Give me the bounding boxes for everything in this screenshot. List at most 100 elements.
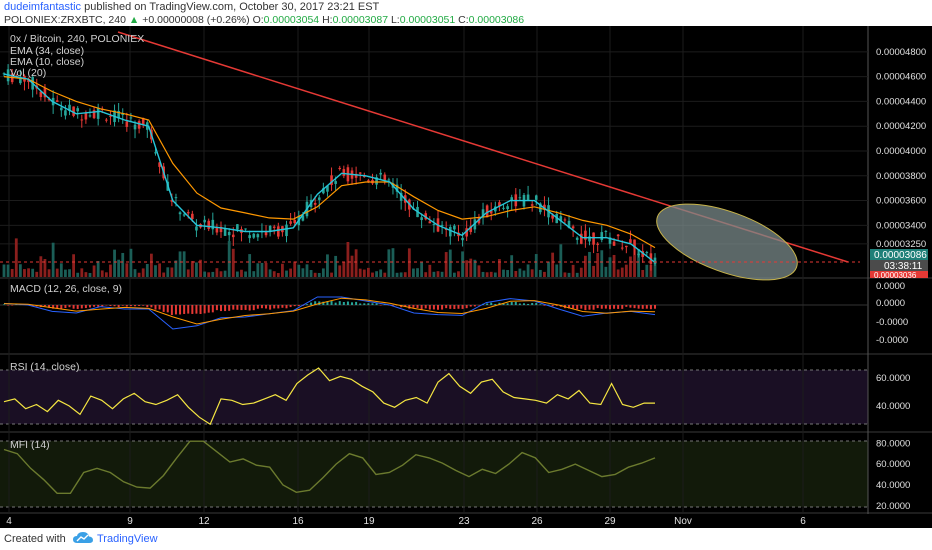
chart-header: dudeimfantastic published on TradingView…	[0, 0, 932, 26]
volume-bar	[399, 272, 403, 277]
candle-body	[358, 172, 362, 174]
macd-hist-bar	[416, 305, 419, 308]
macd-hist-bar	[412, 305, 415, 308]
volume-bar	[190, 261, 194, 277]
volume-bar	[264, 262, 268, 277]
volume-bar	[387, 249, 391, 277]
volume-bar	[350, 255, 354, 277]
legend-ema10: EMA (10, close)	[10, 56, 84, 68]
candle-body	[293, 219, 296, 224]
tradingview-brand-link[interactable]: TradingView	[97, 533, 158, 545]
volume-bar	[227, 241, 231, 277]
candle-body	[448, 226, 452, 237]
x-tick-label: 9	[127, 516, 133, 527]
volume-bar	[248, 254, 252, 277]
macd-hist-bar	[240, 305, 243, 311]
volume-bar	[457, 271, 460, 277]
volume-bar	[68, 269, 71, 277]
macd-hist-bar	[391, 305, 394, 306]
volume-bar	[240, 269, 243, 277]
macd-hist-bar	[539, 304, 542, 305]
chart-canvas[interactable]: 0x / Bitcoin, 240, POLONIEX EMA (34, clo…	[0, 26, 932, 528]
candle-body	[191, 213, 194, 220]
y-tick-label: 0.00003600	[876, 196, 926, 207]
macd-hist-bar	[649, 305, 652, 310]
volume-bar	[76, 272, 80, 277]
macd-hist-bar	[346, 301, 349, 305]
volume-bar	[100, 270, 104, 277]
volume-bar	[182, 251, 186, 277]
macd-hist-bar	[342, 302, 345, 305]
macd-hist-bar	[633, 305, 636, 309]
candle-body	[387, 179, 391, 181]
volume-bar	[608, 257, 612, 277]
y-tick-label: 0.00003800	[876, 171, 926, 182]
macd-hist-bar	[97, 305, 100, 307]
created-with-text: Created with	[4, 533, 66, 545]
macd-hist-bar	[236, 305, 239, 310]
candle-body	[182, 214, 186, 216]
volume-bar	[465, 260, 469, 277]
macd-hist-bar	[477, 305, 480, 306]
candle-body	[432, 224, 436, 226]
macd-hist-bar	[187, 305, 190, 314]
volume-bar	[338, 265, 342, 277]
author-link[interactable]: dudeimfantastic	[4, 1, 82, 13]
macd-hist-bar	[654, 305, 656, 309]
change-value: +0.00000008 (+0.26%)	[142, 14, 250, 26]
macd-hist-bar	[596, 305, 599, 309]
volume-bar	[2, 264, 6, 277]
volume-bar	[653, 264, 657, 277]
candle-body	[629, 239, 632, 243]
candle-body	[330, 175, 333, 185]
volume-bar	[31, 268, 35, 277]
volume-bar	[27, 268, 30, 277]
candle-body	[625, 245, 628, 248]
volume-bar	[235, 271, 239, 277]
candle-body	[186, 212, 190, 214]
candle-body	[195, 226, 198, 231]
candle-body	[592, 232, 595, 245]
volume-bar	[6, 264, 10, 277]
candle-body	[506, 206, 509, 209]
candle-body	[510, 197, 513, 201]
candle-body	[178, 212, 182, 215]
volume-bar	[14, 238, 18, 277]
candle-body	[313, 202, 317, 205]
volume-bar	[481, 271, 485, 277]
macd-hist-bar	[580, 305, 583, 309]
candle-body	[620, 247, 624, 249]
y-tick-label: 0.00004800	[876, 47, 926, 58]
volume-bar	[518, 268, 522, 277]
mfi-band	[0, 441, 868, 507]
mfi-y-tick-label: 40.0000	[876, 480, 910, 491]
volume-bar	[440, 271, 444, 277]
macd-hist-bar	[453, 305, 456, 309]
volume-bar	[534, 254, 538, 277]
volume-bar	[309, 269, 313, 277]
volume-bar	[620, 267, 624, 277]
volume-bar	[211, 271, 215, 277]
volume-bar	[366, 267, 370, 277]
volume-bar	[272, 271, 276, 277]
macd-hist-bar	[359, 303, 362, 305]
pane-bg-1	[0, 279, 868, 353]
macd-hist-bar	[555, 305, 558, 306]
candle-body	[534, 195, 538, 200]
volume-bar	[583, 255, 587, 277]
target-ellipse[interactable]	[647, 188, 807, 295]
macd-hist-bar	[330, 301, 333, 305]
macd-hist-bar	[592, 305, 595, 310]
macd-hist-bar	[465, 305, 468, 309]
candle-body	[342, 169, 346, 176]
candle-body	[203, 219, 206, 223]
macd-hist-bar	[645, 305, 648, 309]
macd-hist-bar	[310, 302, 313, 305]
candle-body	[285, 224, 288, 237]
candle-body	[55, 100, 59, 102]
volume-bar	[244, 271, 247, 277]
volume-bar	[219, 271, 223, 277]
volume-bar	[51, 242, 55, 277]
volume-bar	[395, 272, 399, 277]
candle-body	[440, 224, 444, 226]
